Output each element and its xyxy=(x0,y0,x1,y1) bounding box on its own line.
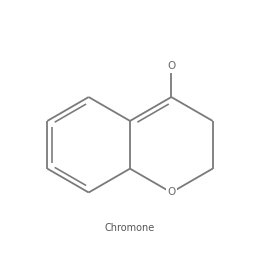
Text: O: O xyxy=(167,188,176,197)
Text: O: O xyxy=(167,61,176,71)
Text: Chromone: Chromone xyxy=(105,223,155,233)
